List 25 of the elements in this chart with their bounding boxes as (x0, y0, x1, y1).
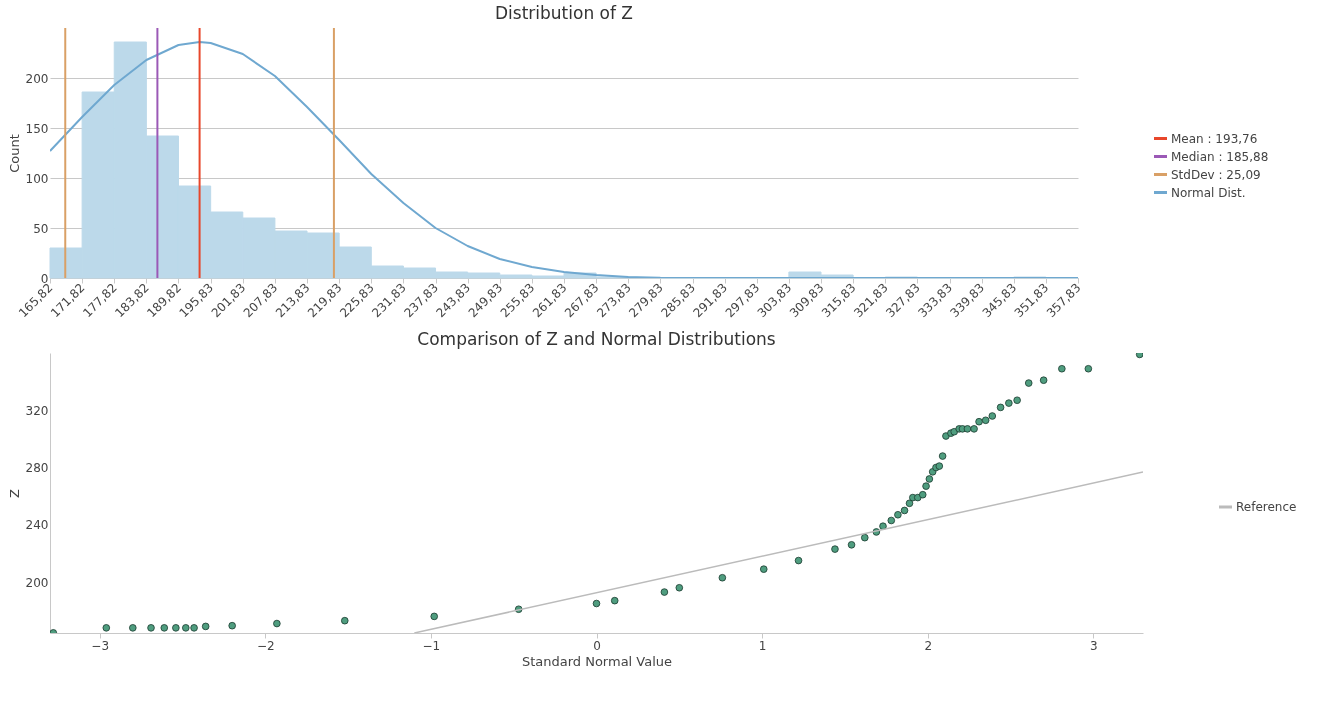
y-tick-label: 280 (25, 461, 49, 476)
y-axis-title: Z (6, 488, 22, 498)
chart-title: Comparison of Z and Normal Distributions (417, 329, 776, 349)
legend-label: Reference (1236, 500, 1297, 514)
y-axis-title: Count (6, 134, 22, 173)
x-tick-label: −2 (256, 638, 275, 653)
text: StdDev : 25,09 (1171, 167, 1261, 182)
y-tick-label: 320 (25, 403, 49, 418)
x-axis-title: Standard Normal Value (521, 653, 673, 669)
y-tick-label: 150 (25, 121, 49, 136)
x-tick-label: 3 (1090, 638, 1098, 653)
x-tick-label: 0 (593, 638, 601, 653)
x-tick-label: −1 (422, 638, 441, 653)
text: Median : 185,88 (1171, 149, 1269, 164)
x-tick-label: 2 (924, 638, 933, 653)
text: Mean : 193,76 (1171, 131, 1258, 146)
y-tick-label: 50 (33, 221, 49, 236)
legend-label: Normal Dist. (1171, 185, 1246, 200)
y-tick-label: 240 (25, 518, 49, 533)
x-tick-label: −3 (91, 638, 110, 653)
chart-title: Distribution of Z (494, 3, 634, 23)
y-tick-label: 200 (25, 71, 49, 86)
y-tick-label: 100 (25, 171, 49, 186)
y-tick-label: 200 (25, 575, 49, 590)
x-tick-label: 1 (758, 638, 767, 653)
